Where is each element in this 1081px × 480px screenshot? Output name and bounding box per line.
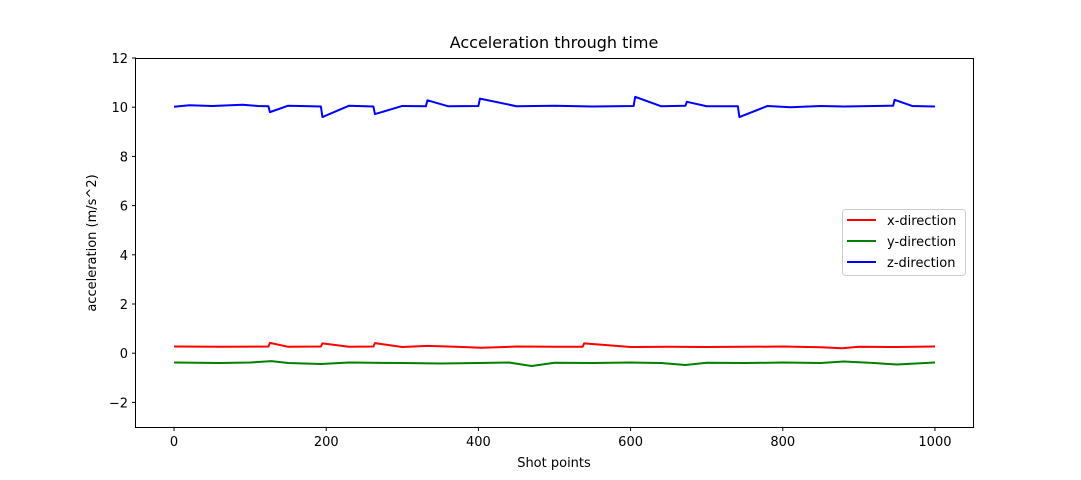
x-tick-label: 200: [314, 435, 339, 450]
chart-title: Acceleration through time: [450, 33, 659, 52]
y-tick-label: 2: [120, 298, 128, 313]
series-line-y-direction: [174, 360, 936, 367]
x-axis-label: Shot points: [517, 456, 591, 471]
legend-label-y: y-direction: [887, 235, 956, 250]
legend: x-direction y-direction z-direction: [842, 209, 966, 276]
plot-lines: [173, 95, 936, 367]
legend-label-x: x-direction: [887, 214, 956, 229]
y-tick-label: 0: [120, 347, 128, 362]
y-axis-label: acceleration (m/s^2): [85, 174, 100, 311]
y-tick-label: 4: [120, 249, 128, 264]
x-axis-ticks: 0 200 400 600 800 1000: [170, 427, 952, 450]
series-line-x-direction: [174, 341, 935, 350]
x-tick-label: 0: [170, 435, 178, 450]
x-tick-label: 800: [770, 435, 795, 450]
y-axis-ticks: −2 0 2 4 6 8 10 12: [109, 52, 136, 411]
y-tick-label: 6: [120, 200, 128, 215]
plot-frame: [135, 58, 974, 428]
x-tick-label: 400: [466, 435, 491, 450]
legend-frame: [842, 209, 966, 276]
y-tick-label: −2: [109, 396, 128, 411]
y-tick-label: 8: [120, 150, 128, 165]
series-line-z-direction: [173, 95, 935, 119]
x-tick-label: 1000: [918, 435, 951, 450]
y-tick-label: 12: [111, 52, 128, 67]
y-tick-label: 10: [111, 101, 128, 116]
legend-label-z: z-direction: [887, 256, 956, 271]
x-tick-label: 600: [618, 435, 643, 450]
